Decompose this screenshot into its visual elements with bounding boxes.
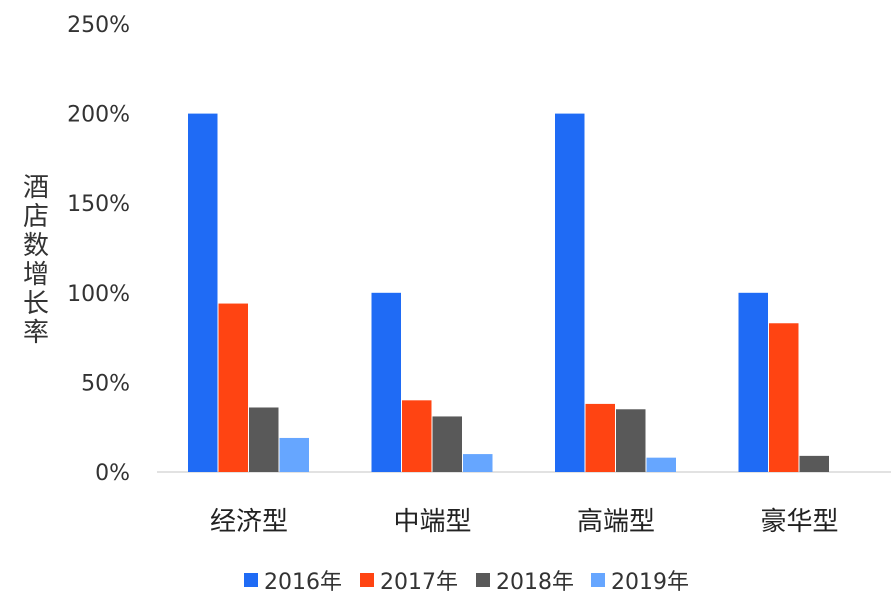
- bar-2-series-3: [432, 416, 462, 472]
- y-axis-title-char: 长: [23, 289, 49, 319]
- bar-2-series-2: [402, 400, 432, 472]
- legend-swatch: [360, 573, 374, 587]
- bar-1-series-2: [218, 303, 248, 472]
- y-axis-title-char: 数: [23, 231, 49, 261]
- bar-2-series-1: [371, 292, 401, 472]
- y-axis-ticks: 0% 50% 100% 150% 200% 250%: [67, 13, 130, 486]
- bar-3-series-1: [555, 113, 585, 472]
- y-tick-label: 150%: [67, 192, 130, 217]
- bar-3-series-3: [616, 409, 646, 472]
- category-labels: 经济型 中端型 高端型 豪华型: [210, 507, 839, 537]
- legend: 2016年 2017年 2018年 2019年: [244, 570, 689, 595]
- y-axis-title-char: 店: [23, 202, 49, 232]
- y-tick-label: 50%: [81, 371, 130, 396]
- bar-4-series-2: [769, 323, 799, 472]
- y-tick-label: 0%: [95, 461, 130, 486]
- y-tick-label: 200%: [67, 103, 130, 128]
- bar-3-series-4: [646, 457, 676, 472]
- y-axis-title-char: 酒: [23, 173, 49, 203]
- y-axis-title-char: 增: [23, 260, 49, 290]
- legend-swatch: [244, 573, 258, 587]
- legend-label: 2016年: [264, 570, 342, 595]
- bar-2-series-4: [463, 454, 493, 472]
- bar-1-series-1: [188, 113, 218, 472]
- legend-label: 2017年: [380, 570, 458, 595]
- x-category-label: 经济型: [210, 507, 288, 537]
- x-category-label: 豪华型: [760, 507, 838, 537]
- bars: [188, 113, 829, 472]
- bar-4-series-1: [738, 292, 768, 472]
- bar-4-series-3: [799, 455, 829, 472]
- x-category-label: 高端型: [577, 507, 655, 537]
- y-tick-label: 250%: [67, 13, 130, 38]
- bar-1-series-3: [249, 407, 279, 472]
- legend-label: 2019年: [611, 570, 689, 595]
- legend-swatch: [591, 573, 605, 587]
- bar-3-series-2: [585, 403, 615, 472]
- y-tick-label: 100%: [67, 282, 130, 307]
- y-axis-title-char: 率: [23, 318, 49, 348]
- x-category-label: 中端型: [393, 507, 471, 537]
- legend-label: 2018年: [496, 570, 574, 595]
- legend-swatch: [476, 573, 490, 587]
- bar-1-series-4: [279, 437, 309, 472]
